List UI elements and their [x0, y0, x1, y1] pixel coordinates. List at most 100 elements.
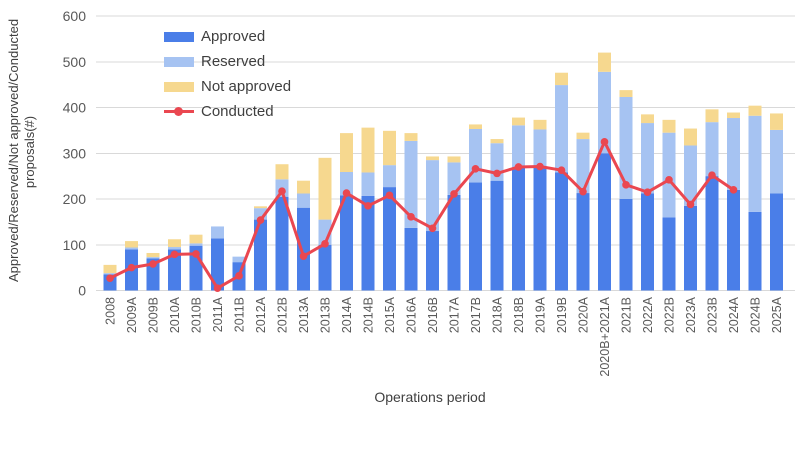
y-axis-title-line2: proposals(#) [22, 115, 37, 189]
x-tick-label: 2017A [448, 296, 462, 333]
y-tick-label: 100 [63, 237, 87, 253]
bar-segment [361, 127, 375, 173]
x-tick-label: 2011A [211, 296, 225, 332]
conducted-point [170, 250, 179, 259]
bar-segment [146, 258, 160, 291]
conducted-point [557, 166, 566, 174]
bar-segment [426, 160, 439, 232]
x-tick-label: 2016A [405, 296, 419, 333]
y-tick-label: 0 [78, 283, 86, 299]
bar-segment [318, 157, 332, 220]
x-tick-label: 2021B [620, 297, 634, 333]
bar-segment [748, 105, 762, 116]
x-tick-label: 2012B [276, 297, 290, 333]
x-tick-label: 2018B [512, 297, 526, 333]
not-approved-swatch-icon [164, 81, 194, 92]
x-axis-title: Operations period [374, 389, 486, 405]
bar-segment [641, 123, 654, 194]
bar-segment [576, 193, 590, 291]
bar-segment [189, 234, 203, 244]
bar-segment [361, 195, 375, 291]
bar-segment [361, 172, 375, 196]
bar-segment [275, 196, 289, 291]
x-tick-label: 2022A [641, 296, 655, 333]
x-tick-label: 2020B+2021A [598, 296, 612, 376]
bar-segment [146, 257, 160, 259]
bar-segment [598, 153, 611, 291]
bar-segment [254, 219, 267, 291]
bar-segment [770, 129, 783, 194]
bar-segment [383, 165, 396, 188]
reserved-swatch-icon [164, 56, 194, 67]
bar-segment [555, 172, 568, 291]
bar-segment [662, 132, 676, 218]
x-tick-label: 2024B [749, 297, 763, 333]
bar-segment [404, 140, 418, 228]
legend-item-conducted: Conducted [164, 103, 291, 120]
x-tick-label: 2014B [362, 297, 376, 333]
x-tick-label: 2009A [125, 296, 139, 333]
conducted-point [106, 274, 114, 282]
bar-segment [340, 133, 353, 173]
bar-segment [662, 119, 676, 133]
bar-segment [770, 193, 783, 291]
bar-segment [211, 226, 224, 239]
bar-segment [426, 231, 439, 291]
x-tick-label: 2019B [555, 297, 569, 333]
bar-segment [447, 162, 461, 195]
bar-segment [533, 119, 547, 130]
bar-segment [383, 130, 396, 166]
x-tick-label: 2014A [340, 296, 354, 333]
conducted-point [579, 187, 587, 196]
bar-segment [619, 96, 633, 199]
legend: Approved Reserved Not approved Conducted [164, 28, 291, 120]
y-tick-label: 500 [63, 54, 87, 70]
bar-segment [512, 167, 525, 291]
bar-segment [619, 90, 633, 97]
bar-segment [555, 72, 568, 86]
bar-segment [619, 199, 633, 291]
bar-segment [662, 217, 676, 291]
y-tick-label: 300 [63, 145, 87, 161]
bar-segment [533, 129, 547, 168]
x-tick-label: 2023B [706, 297, 720, 333]
bar-segment [383, 187, 396, 291]
conducted-point [256, 216, 265, 224]
x-tick-label: 2008 [104, 297, 118, 325]
bar-segment [705, 176, 719, 291]
bar-segment [641, 193, 654, 291]
bar-segment [168, 239, 181, 248]
bar-segment [146, 252, 160, 258]
bar-segment [490, 139, 504, 144]
legend-item-not-approved: Not approved [164, 78, 291, 95]
bar-segment [684, 128, 697, 146]
bar-segment [297, 207, 310, 291]
conducted-point [729, 186, 738, 194]
bar-segment [404, 227, 418, 291]
bar-segment [189, 243, 203, 246]
x-tick-label: 2022B [663, 297, 677, 333]
conducted-point [450, 190, 458, 198]
x-tick-label: 2019A [534, 296, 548, 333]
conducted-point [321, 240, 329, 248]
x-tick-label: 2024A [727, 296, 741, 333]
conducted-point [622, 181, 630, 189]
y-tick-label: 200 [63, 191, 87, 207]
x-tick-label: 2018A [491, 296, 505, 333]
bar-segment [727, 118, 740, 190]
y-axis-title-line1: Approved/Reserved/Not approved/Conducted [6, 18, 21, 282]
bar-segment [168, 247, 181, 250]
bar-segment [168, 249, 181, 291]
conducted-point [686, 200, 695, 209]
conducted-point [385, 191, 394, 200]
conducted-point [600, 138, 609, 146]
bar-segment [297, 193, 310, 208]
conducted-point [536, 162, 544, 171]
conducted-point [213, 284, 222, 293]
bar-segment [576, 139, 590, 194]
bar-segment [684, 205, 697, 291]
conducted-point [493, 169, 501, 178]
bar-segment [404, 133, 418, 141]
y-tick-label: 400 [63, 100, 87, 116]
